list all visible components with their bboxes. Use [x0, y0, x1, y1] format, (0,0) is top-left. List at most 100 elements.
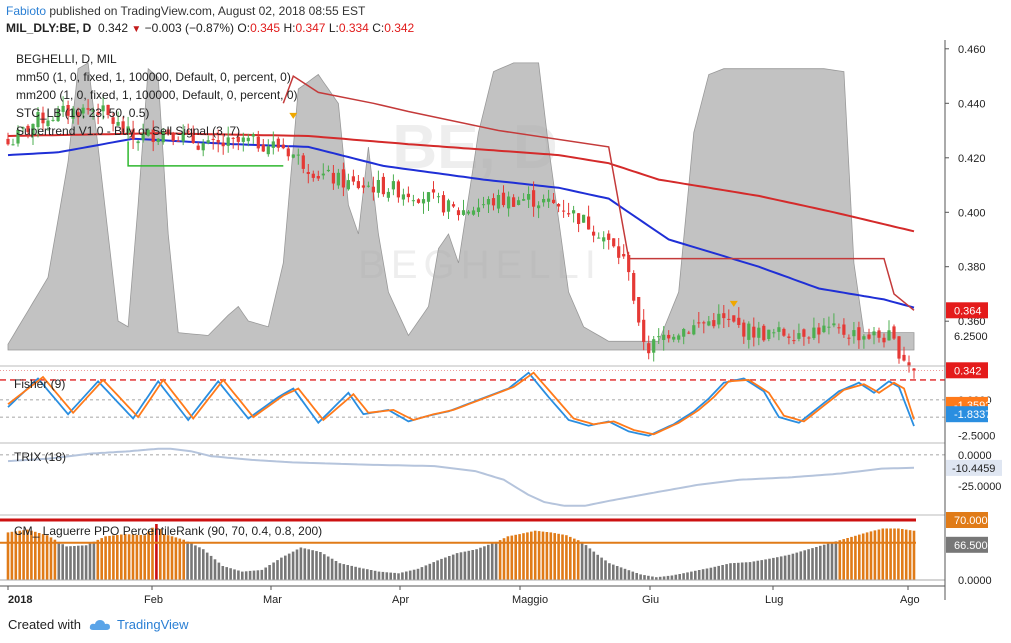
candle-body [236, 136, 240, 142]
candle-body [707, 321, 711, 326]
candle-body [381, 176, 385, 195]
laguerre-bar [264, 567, 267, 580]
laguerre-bar [131, 534, 135, 580]
laguerre-bar [49, 537, 53, 580]
laguerre-bar [908, 530, 912, 580]
laguerre-bar [61, 544, 64, 580]
candle-body [371, 186, 375, 193]
laguerre-bar [241, 571, 244, 580]
laguerre-bar [182, 539, 185, 580]
laguerre-bar [545, 532, 549, 580]
laguerre-panel[interactable] [0, 514, 945, 581]
time-tick-label: Maggio [512, 594, 548, 606]
candle-body [196, 145, 200, 150]
laguerre-bar [666, 575, 670, 580]
candle-body [537, 205, 541, 209]
price-tick-label: 0.420 [958, 153, 986, 165]
candle-body [416, 199, 421, 203]
trix-value-tag-bg [946, 459, 1002, 476]
open-label: O: [237, 21, 251, 35]
trix-line [7, 447, 915, 507]
time-tick-label: Mar [263, 594, 282, 606]
candle-body [101, 105, 105, 112]
laguerre-bar [803, 550, 806, 580]
candle-body [111, 117, 115, 124]
laguerre-bar [397, 573, 400, 580]
laguerre-bar [229, 568, 232, 580]
author-link[interactable]: Fabioto [6, 4, 47, 18]
candle-body [226, 137, 230, 146]
laguerre-bar [123, 534, 127, 580]
laguerre-bar [299, 547, 303, 580]
mm200-price-tag-bg [946, 302, 988, 319]
laguerre-bar [643, 575, 646, 580]
laguerre-bar [475, 549, 478, 580]
laguerre-bar [858, 534, 861, 580]
laguerre-bar [694, 570, 697, 580]
candle-body [907, 362, 911, 367]
laguerre-bar [401, 572, 404, 580]
legend-mm50: mm50 (1, 0, fixed, 1, 100000, Default, 0… [16, 70, 291, 84]
candle-body [812, 327, 816, 339]
laguerre-bar [159, 529, 162, 580]
candle-body [672, 336, 676, 340]
fisher-panel[interactable] [0, 365, 945, 437]
laguerre-bar [276, 560, 279, 580]
laguerre-bar [471, 550, 474, 580]
trix-panel[interactable] [0, 442, 945, 507]
laguerre-bar [428, 563, 432, 580]
laguerre-bar [615, 566, 619, 580]
candle-body [667, 334, 671, 339]
close-value: 0.342 [384, 21, 415, 35]
candle-body [181, 132, 185, 142]
candle-body [346, 180, 350, 190]
candle-body [336, 172, 340, 186]
laguerre-bar [514, 534, 517, 580]
candle-body [802, 329, 806, 337]
laguerre-bar [217, 562, 221, 580]
legend-trix: TRIX (18) [14, 450, 66, 464]
laguerre-bar [405, 571, 408, 580]
candle-body [46, 120, 50, 127]
symbol-label: MIL_DLY:BE, D [6, 21, 92, 35]
laguerre-bar [518, 534, 521, 580]
fisher-value-tag-bg [946, 406, 988, 423]
candle-body [431, 189, 436, 193]
chart-area[interactable]: BE, DBEGHELLI 0.4600.4400.4200.4000.3800… [0, 40, 1011, 610]
candle-body [807, 337, 811, 339]
candle-body [682, 329, 686, 337]
laguerre-bar [592, 551, 596, 580]
laguerre-bar [186, 541, 189, 580]
laguerre-bar [740, 562, 744, 580]
laguerre-bar [658, 576, 662, 580]
laguerre-bar [690, 571, 693, 580]
laguerre-bar [537, 531, 541, 580]
laguerre-bar [912, 530, 916, 580]
laguerre-bar [147, 531, 150, 580]
candle-body [532, 190, 536, 207]
laguerre-bar [811, 548, 814, 580]
candle-body [241, 137, 245, 142]
laguerre-bar [69, 546, 72, 580]
laguerre-bar [151, 527, 154, 580]
price-tick-label: 0.440 [958, 98, 986, 110]
laguerre-bar [729, 563, 732, 580]
last-price-tag: 0.342 [954, 365, 982, 377]
laguerre-bar [678, 574, 681, 580]
candle-body [867, 334, 871, 339]
laguerre-bar [760, 560, 763, 580]
candle-body [602, 237, 606, 242]
laguerre-bar [338, 563, 342, 580]
candle-body [587, 216, 591, 230]
price-panel[interactable]: BE, DBEGHELLI [0, 42, 945, 379]
laguerre-bar [901, 529, 904, 580]
laguerre-bar [65, 546, 68, 580]
candle-body [822, 325, 826, 333]
tradingview-link[interactable]: TradingView [116, 617, 189, 632]
candle-body [647, 343, 651, 354]
candle-body [271, 141, 275, 148]
legend-title: BEGHELLI, D, MIL [16, 52, 117, 66]
laguerre-bar [198, 547, 201, 580]
laguerre-bar [260, 569, 264, 580]
stc-value-tag-bg [946, 328, 988, 344]
